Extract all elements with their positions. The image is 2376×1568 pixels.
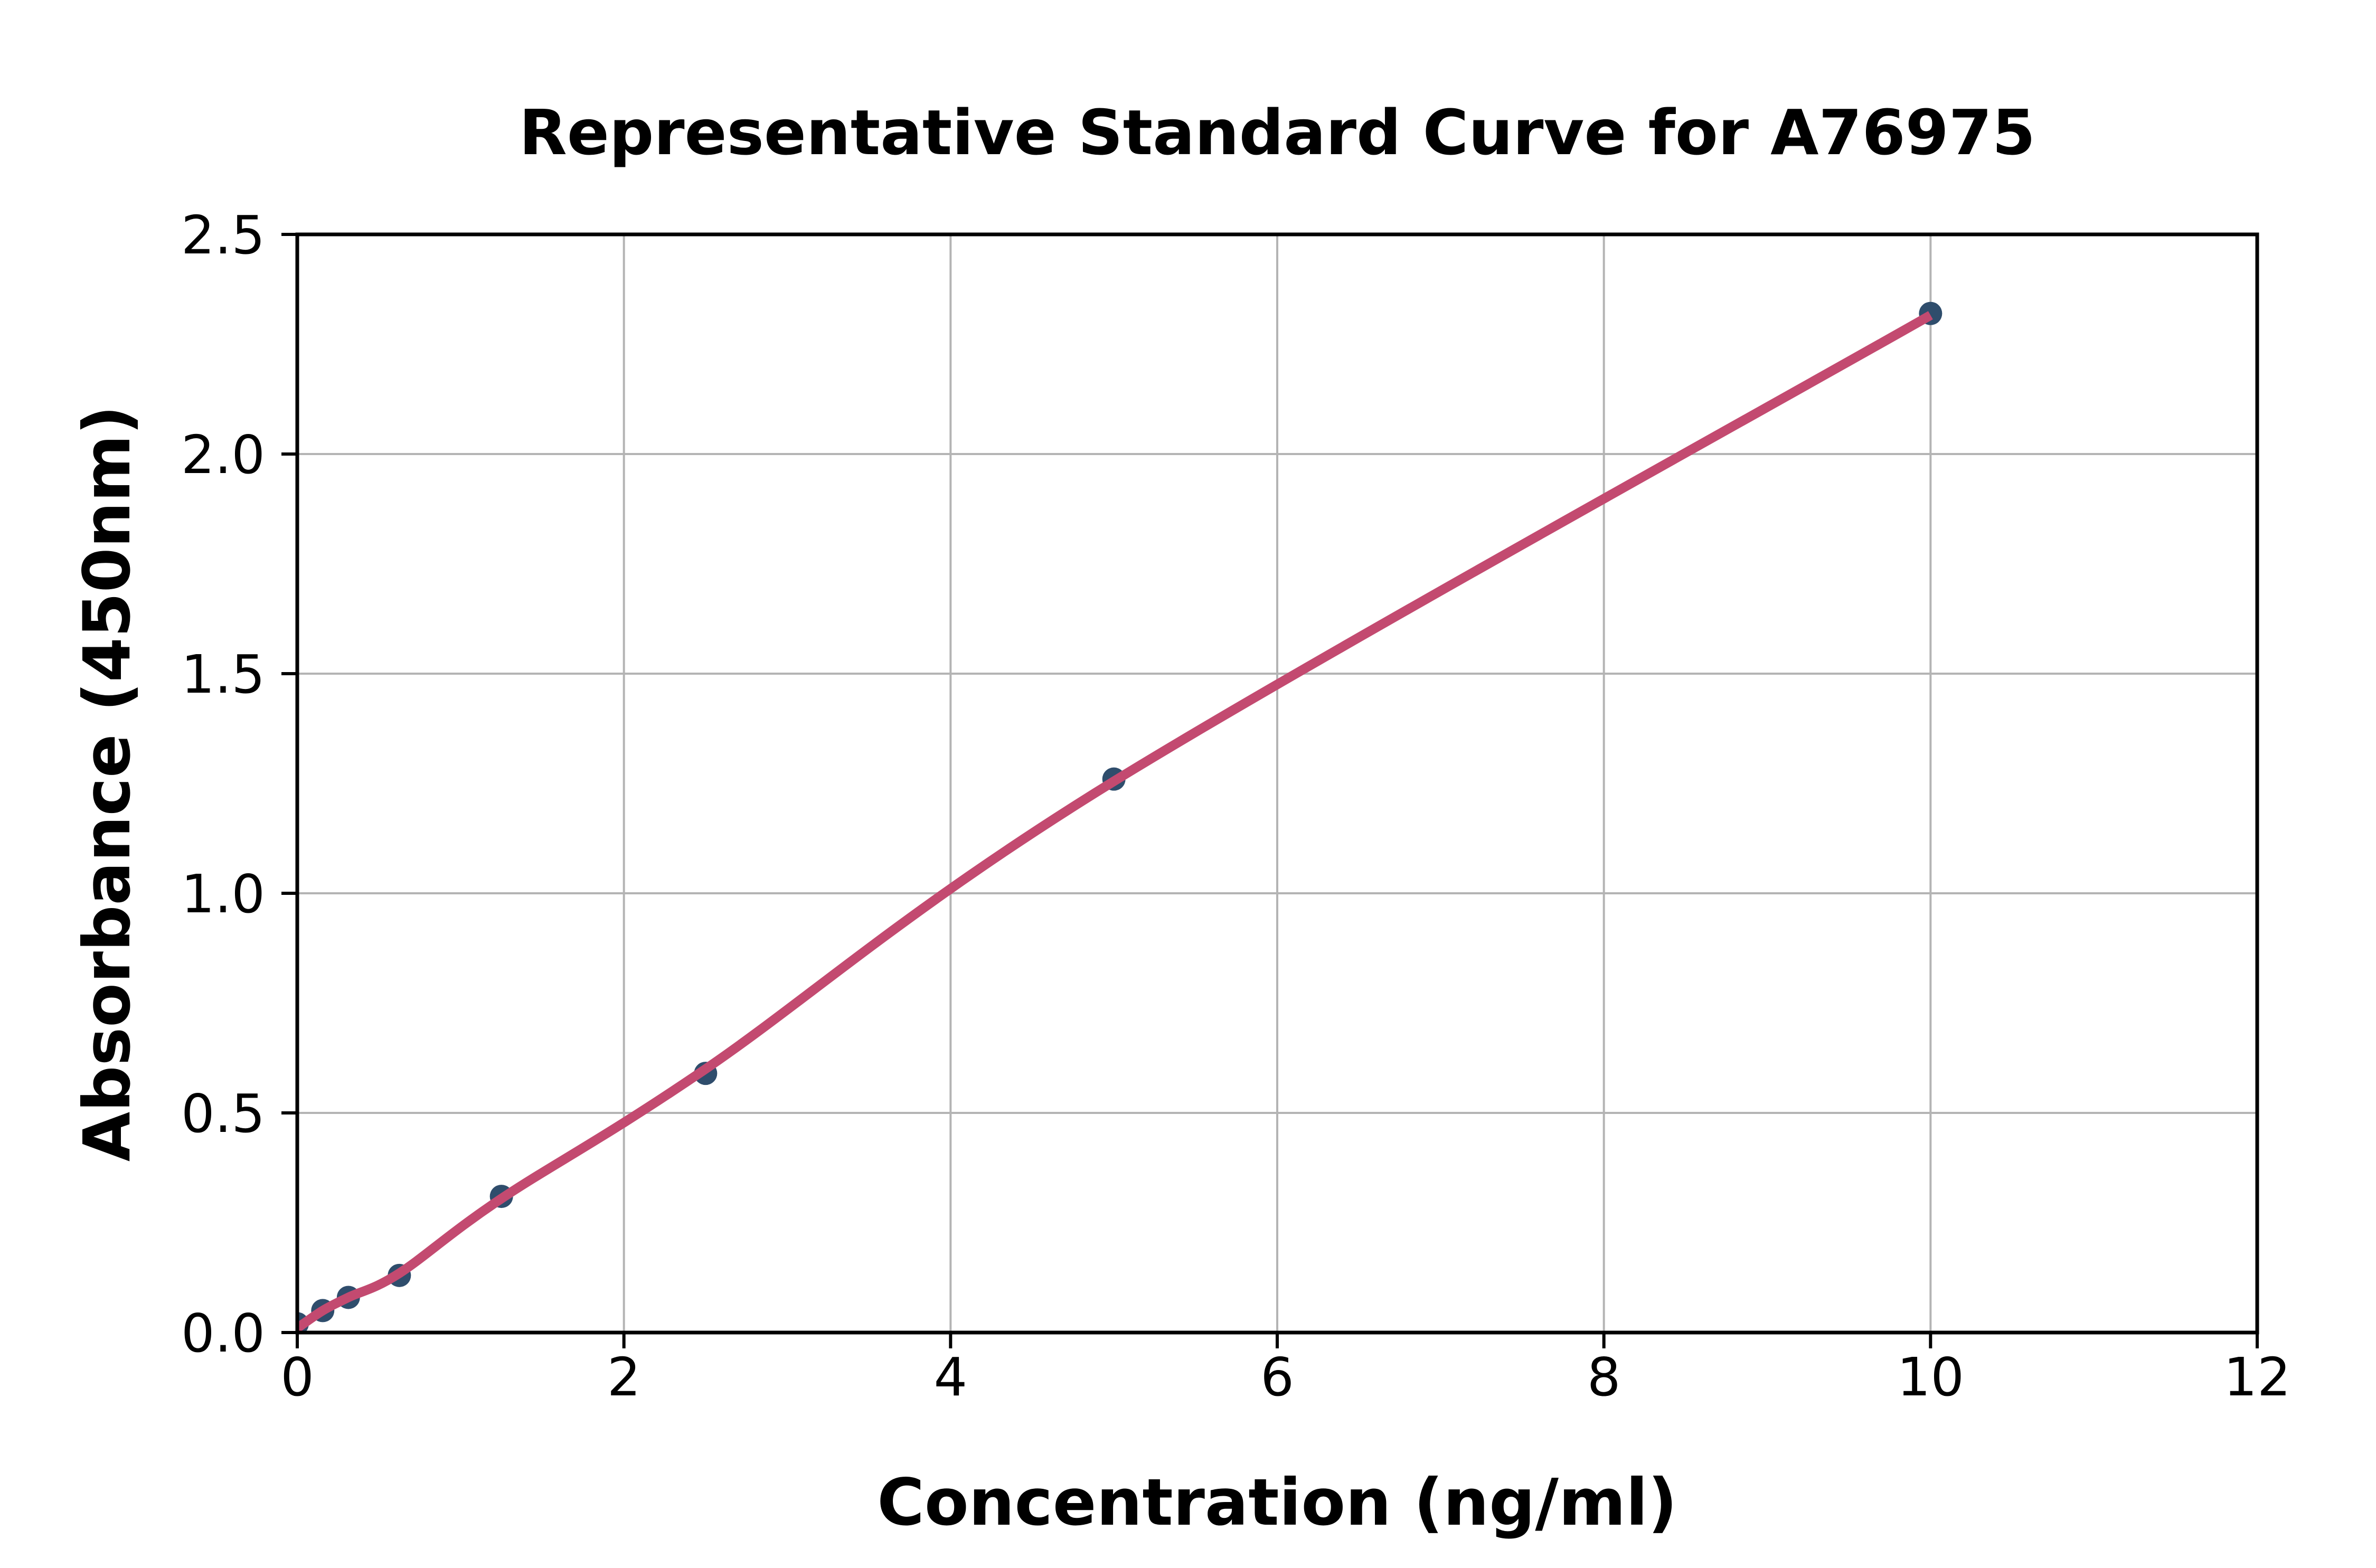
y-tick-label: 2.0	[181, 424, 265, 486]
data-layer	[297, 301, 1943, 1333]
y-tick-label: 0.0	[181, 1302, 265, 1364]
x-tick-label: 8	[1587, 1346, 1621, 1408]
axis-ticks	[281, 233, 2259, 1348]
y-tick-label: 1.5	[181, 644, 265, 705]
x-tick-label: 4	[934, 1346, 968, 1408]
y-tick-label: 1.0	[181, 863, 265, 925]
y-tick-labels: 0.0 0.5 1.0 1.5 2.0 2.5	[181, 204, 265, 1364]
y-axis-label: Absorbance (450nm)	[70, 405, 145, 1162]
x-tick-label: 12	[2223, 1346, 2290, 1408]
x-tick-label: 10	[1897, 1346, 1964, 1408]
x-tick-label: 6	[1260, 1346, 1294, 1408]
y-tick-label: 2.5	[181, 204, 265, 266]
fit-curve-line	[297, 311, 1933, 1333]
y-tick-label: 0.5	[181, 1083, 265, 1145]
x-tick-label: 0	[280, 1346, 314, 1408]
x-tick-label: 2	[607, 1346, 641, 1408]
x-tick-labels: 0 2 4 6 8 10 12	[280, 1346, 2290, 1408]
gridlines	[297, 234, 2257, 1333]
chart-title: Representative Standard Curve for A76975	[519, 96, 2035, 169]
x-axis-label: Concentration (ng/ml)	[877, 1465, 1677, 1540]
